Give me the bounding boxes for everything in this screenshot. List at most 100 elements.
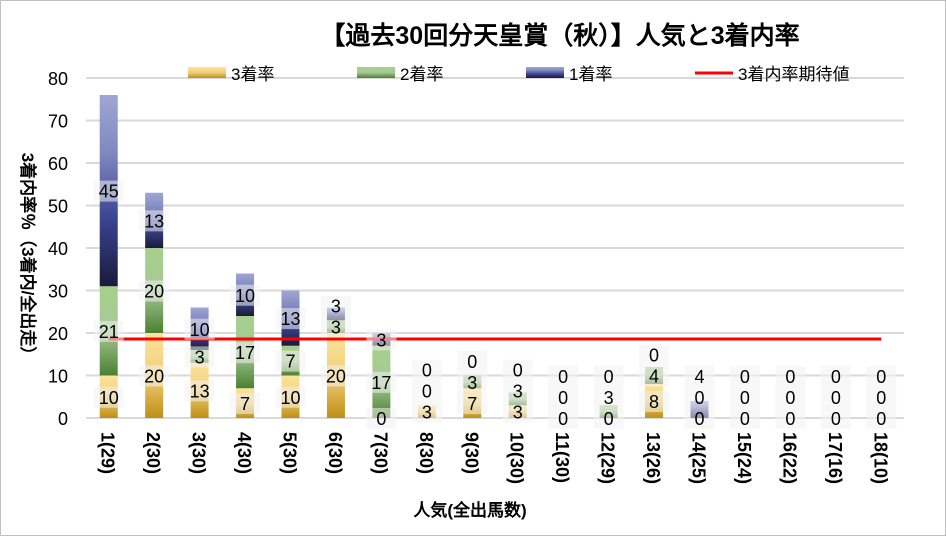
data-label: 0 xyxy=(558,388,568,408)
data-label-bg xyxy=(411,401,442,423)
data-label-bg xyxy=(411,380,442,402)
data-label: 20 xyxy=(144,282,164,302)
data-label: 17 xyxy=(371,373,391,393)
data-label: 3 xyxy=(422,403,432,423)
data-label-bg xyxy=(275,350,306,372)
legend-swatch-3 xyxy=(526,67,564,78)
data-label: 10 xyxy=(190,320,210,340)
data-label-bg xyxy=(548,408,579,429)
data-label-bg xyxy=(139,280,170,302)
data-label: 0 xyxy=(876,388,886,408)
data-label-bg xyxy=(457,371,488,393)
data-label: 0 xyxy=(740,388,750,408)
legend-label: 3着内率期待値 xyxy=(738,65,849,84)
data-label: 0 xyxy=(831,409,841,429)
data-label: 0 xyxy=(831,388,841,408)
x-tick-label: 2(30) xyxy=(143,432,163,474)
data-label: 0 xyxy=(876,409,886,429)
data-label: 0 xyxy=(558,409,568,429)
data-label: 4 xyxy=(649,367,659,387)
x-tick-label: 5(30) xyxy=(280,432,300,474)
data-label-bg xyxy=(684,408,715,429)
data-label: 8 xyxy=(649,392,659,412)
data-label: 0 xyxy=(694,409,704,429)
x-axis-title: 人気(全出馬数) xyxy=(413,500,526,520)
data-label: 0 xyxy=(876,367,886,387)
data-label: 0 xyxy=(422,361,432,381)
data-label-bg xyxy=(639,365,670,387)
data-label-bg xyxy=(275,308,306,330)
data-label-bg xyxy=(593,366,624,387)
data-label-bg xyxy=(684,387,715,408)
data-label: 0 xyxy=(558,367,568,387)
data-label: 21 xyxy=(99,322,119,342)
data-label: 7 xyxy=(467,394,477,414)
data-label-bg xyxy=(502,380,533,402)
data-label-bg xyxy=(93,180,124,202)
data-label-bg xyxy=(593,408,624,429)
data-label-bg xyxy=(93,386,124,408)
data-label: 3 xyxy=(195,347,205,367)
x-tick-label: 13(26) xyxy=(643,432,663,484)
legend-label: 3着率 xyxy=(231,65,274,84)
y-tick-label: 0 xyxy=(58,409,68,429)
y-axis-title: 3着内率％（3着内/全出走） xyxy=(18,153,38,364)
data-label: 3 xyxy=(376,330,386,350)
data-label: 3 xyxy=(331,318,341,338)
data-label-bg xyxy=(366,329,397,351)
data-label: 13 xyxy=(144,211,164,231)
data-label-bg xyxy=(593,387,624,408)
x-tick-label: 18(10) xyxy=(870,432,890,484)
x-tick-label: 12(29) xyxy=(598,432,618,484)
data-label: 0 xyxy=(649,346,659,366)
data-label: 0 xyxy=(831,367,841,387)
data-label-bg xyxy=(548,366,579,387)
data-label: 10 xyxy=(235,286,255,306)
data-label-bg xyxy=(548,387,579,408)
data-label-bg xyxy=(729,366,760,387)
data-label: 45 xyxy=(99,182,119,202)
data-label-bg xyxy=(320,316,351,338)
legend-swatch-2 xyxy=(357,67,395,78)
x-tick-label: 6(30) xyxy=(325,432,345,474)
data-label-bg xyxy=(184,380,215,402)
data-label-bg xyxy=(275,386,306,408)
data-label: 3 xyxy=(513,403,523,423)
data-label: 0 xyxy=(785,409,795,429)
data-label: 0 xyxy=(376,409,386,429)
data-label: 10 xyxy=(280,388,300,408)
data-label-bg xyxy=(866,366,897,387)
data-label-bg xyxy=(502,401,533,423)
x-tick-label: 11(30) xyxy=(552,432,572,483)
data-label: 20 xyxy=(326,367,346,387)
data-label: 3 xyxy=(467,373,477,393)
y-tick-label: 80 xyxy=(48,69,68,89)
x-tick-label: 17(16) xyxy=(825,432,845,484)
x-tick-label: 7(30) xyxy=(370,432,390,474)
y-tick-label: 30 xyxy=(48,282,68,302)
data-label-bg xyxy=(820,366,851,387)
data-label-bg xyxy=(729,408,760,429)
y-tick-label: 10 xyxy=(48,367,68,387)
data-label: 0 xyxy=(740,409,750,429)
data-label: 3 xyxy=(331,297,341,317)
data-label: 7 xyxy=(285,352,295,372)
data-label-bg xyxy=(684,366,715,387)
data-label-bg xyxy=(230,284,261,306)
data-label-bg xyxy=(366,408,397,429)
data-label-bg xyxy=(411,359,442,381)
data-label-bg xyxy=(639,344,670,366)
data-label-bg xyxy=(93,320,124,342)
x-tick-label: 16(22) xyxy=(779,432,799,484)
data-label-bg xyxy=(457,393,488,415)
data-label: 4 xyxy=(694,367,704,387)
data-label: 0 xyxy=(785,388,795,408)
data-label: 13 xyxy=(280,309,300,329)
legend-label: 1着率 xyxy=(569,65,612,84)
data-label: 0 xyxy=(467,352,477,372)
legend-label: 2着率 xyxy=(400,65,443,84)
x-tick-label: 1(29) xyxy=(98,432,118,474)
x-tick-label: 15(24) xyxy=(734,432,754,484)
data-label-bg xyxy=(320,365,351,387)
